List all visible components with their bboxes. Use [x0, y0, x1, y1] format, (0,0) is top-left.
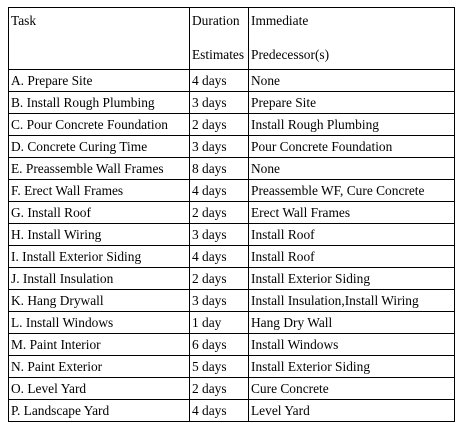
table-row: C. Pour Concrete Foundation 2 days Install…: [8, 113, 455, 136]
table-row: E. Preassemble Wall Frames 8 days None: [8, 157, 455, 180]
duration-cell: 4 days: [189, 69, 249, 92]
predecessor-cell: Install Rough Plumbing: [248, 113, 455, 136]
table-header-row: Task Duration Estimates Immediate Predec…: [8, 7, 455, 70]
predecessor-cell: Level Yard: [248, 399, 455, 422]
header-predecessor: Immediate Predecessor(s): [248, 7, 455, 70]
task-cell: G. Install Roof: [8, 201, 190, 224]
duration-cell: 4 days: [189, 245, 249, 268]
table-row: J. Install Insulation 2 days Install Exter…: [8, 267, 455, 290]
task-cell: F. Erect Wall Frames: [8, 179, 190, 202]
task-cell: B. Install Rough Plumbing: [8, 91, 190, 114]
duration-cell: 3 days: [189, 135, 249, 158]
header-duration: Duration Estimates: [189, 7, 249, 70]
table-row: G. Install Roof 2 days Erect Wall Frames: [8, 201, 455, 224]
table-row: O. Level Yard 2 days Cure Concrete: [8, 377, 455, 400]
task-cell: C. Pour Concrete Foundation: [8, 113, 190, 136]
task-table: Task Duration Estimates Immediate Predec…: [8, 7, 455, 422]
predecessor-cell: Hang Dry Wall: [248, 311, 455, 334]
predecessor-cell: Install Insulation,Install Wiring: [248, 289, 455, 312]
duration-cell: 3 days: [189, 223, 249, 246]
duration-cell: 4 days: [189, 179, 249, 202]
predecessor-cell: None: [248, 157, 455, 180]
task-cell: J. Install Insulation: [8, 267, 190, 290]
task-cell: K. Hang Drywall: [8, 289, 190, 312]
duration-cell: 3 days: [189, 91, 249, 114]
task-cell: N. Paint Exterior: [8, 355, 190, 378]
task-cell: L. Install Windows: [8, 311, 190, 334]
header-task-label: Task: [11, 13, 37, 28]
header-predecessor-line2: Predecessor(s): [251, 47, 330, 62]
task-cell: A. Prepare Site: [8, 69, 190, 92]
predecessor-cell: Pour Concrete Foundation: [248, 135, 455, 158]
task-cell: I. Install Exterior Siding: [8, 245, 190, 268]
duration-cell: 1 day: [189, 311, 249, 334]
duration-cell: 2 days: [189, 113, 249, 136]
table-row: D. Concrete Curing Time 3 days Pour Concre…: [8, 135, 455, 158]
predecessor-cell: Install Roof: [248, 223, 455, 246]
predecessor-cell: Prepare Site: [248, 91, 455, 114]
table-row: L. Install Windows 1 day Hang Dry Wall: [8, 311, 455, 334]
header-predecessor-line1: Immediate: [251, 13, 309, 28]
duration-cell: 2 days: [189, 267, 249, 290]
duration-cell: 6 days: [189, 333, 249, 356]
task-cell: E. Preassemble Wall Frames: [8, 157, 190, 180]
predecessor-cell: Install Exterior Siding: [248, 355, 455, 378]
predecessor-cell: Erect Wall Frames: [248, 201, 455, 224]
table-row: I. Install Exterior Siding 4 days Install …: [8, 245, 455, 268]
table-row: P. Landscape Yard 4 days Level Yard: [8, 399, 455, 422]
header-duration-line2: Estimates: [192, 47, 245, 62]
task-cell: D. Concrete Curing Time: [8, 135, 190, 158]
task-table-container: Task Duration Estimates Immediate Predec…: [8, 7, 455, 422]
table-row: K. Hang Drywall 3 days Install Insulation,…: [8, 289, 455, 312]
duration-cell: 8 days: [189, 157, 249, 180]
table-row: H. Install Wiring 3 days Install Roof: [8, 223, 455, 246]
predecessor-cell: Cure Concrete: [248, 377, 455, 400]
table-row: F. Erect Wall Frames 4 days Preassemble WF…: [8, 179, 455, 202]
task-cell: H. Install Wiring: [8, 223, 190, 246]
duration-cell: 4 days: [189, 399, 249, 422]
table-row: M. Paint Interior 6 days Install Windows: [8, 333, 455, 356]
duration-cell: 5 days: [189, 355, 249, 378]
predecessor-cell: None: [248, 69, 455, 92]
task-cell: P. Landscape Yard: [8, 399, 190, 422]
predecessor-cell: Preassemble WF, Cure Concrete: [248, 179, 455, 202]
table-row: B. Install Rough Plumbing 3 days Prepare S…: [8, 91, 455, 114]
table-row: N. Paint Exterior 5 days Install Exterior …: [8, 355, 455, 378]
duration-cell: 2 days: [189, 377, 249, 400]
header-duration-line1: Duration: [192, 13, 240, 28]
task-cell: M. Paint Interior: [8, 333, 190, 356]
header-task: Task: [8, 7, 190, 70]
duration-cell: 2 days: [189, 201, 249, 224]
predecessor-cell: Install Exterior Siding: [248, 267, 455, 290]
predecessor-cell: Install Windows: [248, 333, 455, 356]
task-table-body: Task Duration Estimates Immediate Predec…: [8, 7, 455, 422]
task-cell: O. Level Yard: [8, 377, 190, 400]
predecessor-cell: Install Roof: [248, 245, 455, 268]
duration-cell: 3 days: [189, 289, 249, 312]
table-row: A. Prepare Site 4 days None: [8, 69, 455, 92]
